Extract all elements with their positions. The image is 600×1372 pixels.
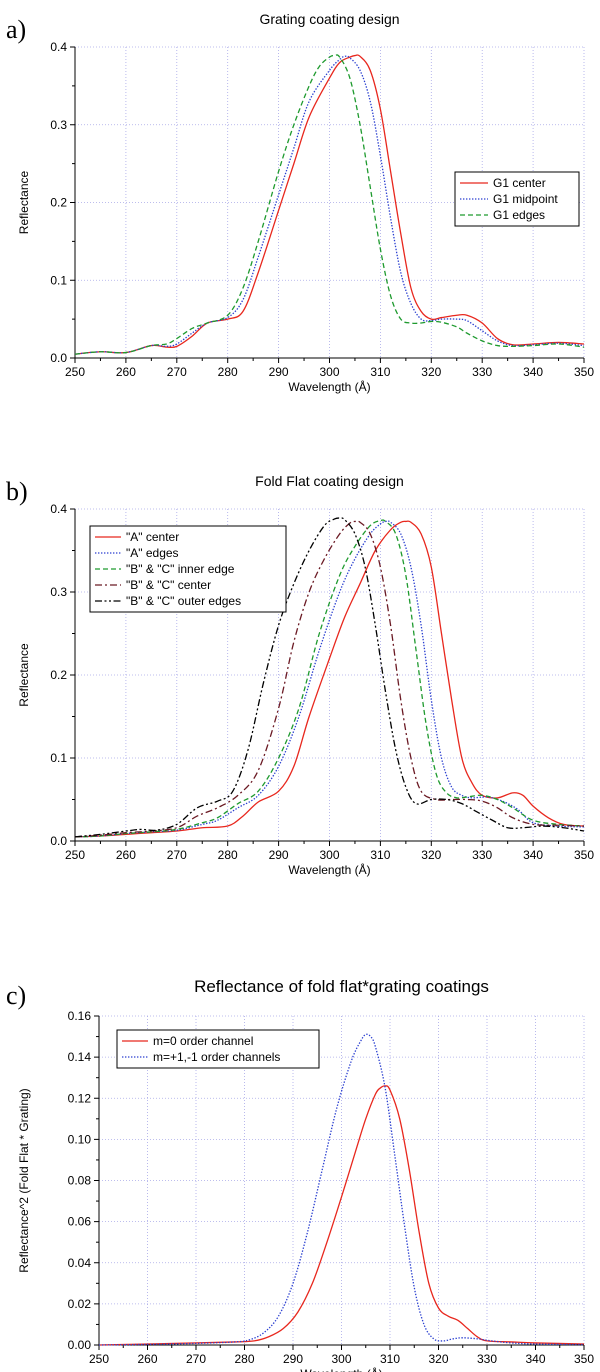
y-tick-label: 0.0 — [50, 834, 67, 848]
x-tick-label: 310 — [370, 848, 390, 862]
x-tick-label: 290 — [269, 365, 289, 379]
series-line-3 — [74, 519, 585, 838]
x-tick-label: 350 — [574, 365, 594, 379]
x-tick-label: 270 — [167, 365, 187, 379]
y-tick-label: 0.08 — [68, 1174, 92, 1188]
x-tick-label: 290 — [269, 848, 289, 862]
legend: m=0 order channel m=+1,-1 order channels — [116, 1029, 320, 1069]
x-tick-label: 280 — [218, 365, 238, 379]
x-tick-label: 310 — [370, 365, 390, 379]
x-axis-label: Wavelength (Å) — [288, 862, 370, 877]
x-tick-label: 270 — [167, 848, 187, 862]
y-tick-label: 0.0 — [50, 351, 67, 365]
x-tick-label: 260 — [116, 365, 136, 379]
x-tick-label: 350 — [574, 848, 594, 862]
y-tick-label: 0.3 — [50, 585, 67, 599]
x-tick-label: 250 — [65, 365, 85, 379]
y-tick-label: 0.10 — [68, 1132, 92, 1146]
y-tick-label: 0.4 — [50, 502, 67, 516]
panel-1: a) Grating coating design 250 260 270 280 290 3… — [6, 11, 594, 394]
y-tick-label: 0.1 — [50, 751, 67, 765]
x-axis-label: Wavelength (Å) — [288, 379, 370, 394]
x-tick-label: 280 — [218, 848, 238, 862]
legend: "A" center "A" edges "B" & "C" inner edge "… — [89, 525, 287, 613]
x-tick-label: 290 — [283, 1352, 303, 1366]
series-line-2 — [98, 1033, 585, 1346]
series-line-2 — [74, 55, 585, 355]
y-tick-label: 0.2 — [50, 196, 67, 210]
legend: G1 center G1 midpoint G1 edges — [454, 171, 580, 227]
y-tick-label: 0.3 — [50, 118, 67, 132]
x-tick-label: 320 — [421, 848, 441, 862]
x-tick-label: 310 — [380, 1352, 400, 1366]
panel-2: b) Fold Flat coating design 250 260 270 280 29… — [6, 473, 594, 877]
x-tick-label: 260 — [116, 848, 136, 862]
series-line-2 — [74, 520, 585, 838]
chart-title: Reflectance of fold flat*grating coating… — [194, 977, 489, 996]
legend-label: "A" center — [126, 530, 179, 544]
chart-title: Fold Flat coating design — [255, 473, 404, 489]
y-tick-label: 0.4 — [50, 40, 67, 54]
x-tick-label: 320 — [428, 1352, 448, 1366]
x-tick-label: 280 — [234, 1352, 254, 1366]
x-tick-label: 320 — [421, 365, 441, 379]
x-tick-label: 330 — [472, 365, 492, 379]
y-axis-label: Reflectance — [17, 643, 31, 707]
x-axis-label: Wavelength (Å) — [300, 1366, 382, 1372]
legend-label: "A" edges — [126, 546, 179, 560]
y-axis-label: Reflectance — [17, 170, 31, 234]
x-tick-label: 250 — [65, 848, 85, 862]
panel-letter: b) — [6, 477, 28, 506]
x-tick-label: 340 — [523, 848, 543, 862]
y-tick-label: 0.02 — [68, 1297, 92, 1311]
y-tick-label: 0.2 — [50, 668, 67, 682]
legend-label: G1 edges — [493, 208, 545, 222]
y-tick-label: 0.14 — [68, 1050, 92, 1064]
panel-3: c) Reflectance of fold flat*grating coati… — [6, 977, 594, 1372]
legend-label: "B" & "C" outer edges — [126, 594, 241, 608]
y-tick-label: 0.1 — [50, 273, 67, 287]
y-tick-label: 0.04 — [68, 1256, 92, 1270]
x-tick-label: 300 — [319, 848, 339, 862]
x-tick-label: 300 — [331, 1352, 351, 1366]
panel-letter: a) — [6, 15, 26, 44]
legend-label: G1 center — [493, 176, 546, 190]
series-line-1 — [74, 54, 585, 355]
series-line-1 — [74, 520, 585, 838]
x-tick-label: 250 — [89, 1352, 109, 1366]
legend-label: G1 midpoint — [493, 192, 558, 206]
legend-label: "B" & "C" inner edge — [126, 562, 235, 576]
series-line-3 — [74, 54, 585, 355]
series-line-1 — [98, 1085, 585, 1346]
legend-label: m=0 order channel — [153, 1034, 253, 1048]
y-tick-label: 0.00 — [68, 1338, 92, 1352]
series-line-4 — [74, 520, 585, 838]
x-tick-label: 270 — [186, 1352, 206, 1366]
x-tick-label: 330 — [477, 1352, 497, 1366]
x-tick-label: 340 — [523, 365, 543, 379]
panel-letter: c) — [6, 981, 26, 1010]
x-tick-label: 330 — [472, 848, 492, 862]
legend-box — [89, 525, 287, 613]
y-tick-label: 0.12 — [68, 1091, 92, 1105]
y-tick-label: 0.16 — [68, 1009, 92, 1023]
x-tick-label: 300 — [319, 365, 339, 379]
chart-title: Grating coating design — [259, 11, 399, 27]
y-tick-label: 0.06 — [68, 1215, 92, 1229]
x-tick-label: 350 — [574, 1352, 594, 1366]
x-tick-label: 260 — [137, 1352, 157, 1366]
legend-box — [116, 1029, 320, 1069]
legend-label: "B" & "C" center — [126, 578, 211, 592]
y-axis-label: Reflectance^2 (Fold Flat * Grating) — [17, 1088, 31, 1272]
legend-label: m=+1,-1 order channels — [153, 1050, 280, 1064]
x-tick-label: 340 — [525, 1352, 545, 1366]
